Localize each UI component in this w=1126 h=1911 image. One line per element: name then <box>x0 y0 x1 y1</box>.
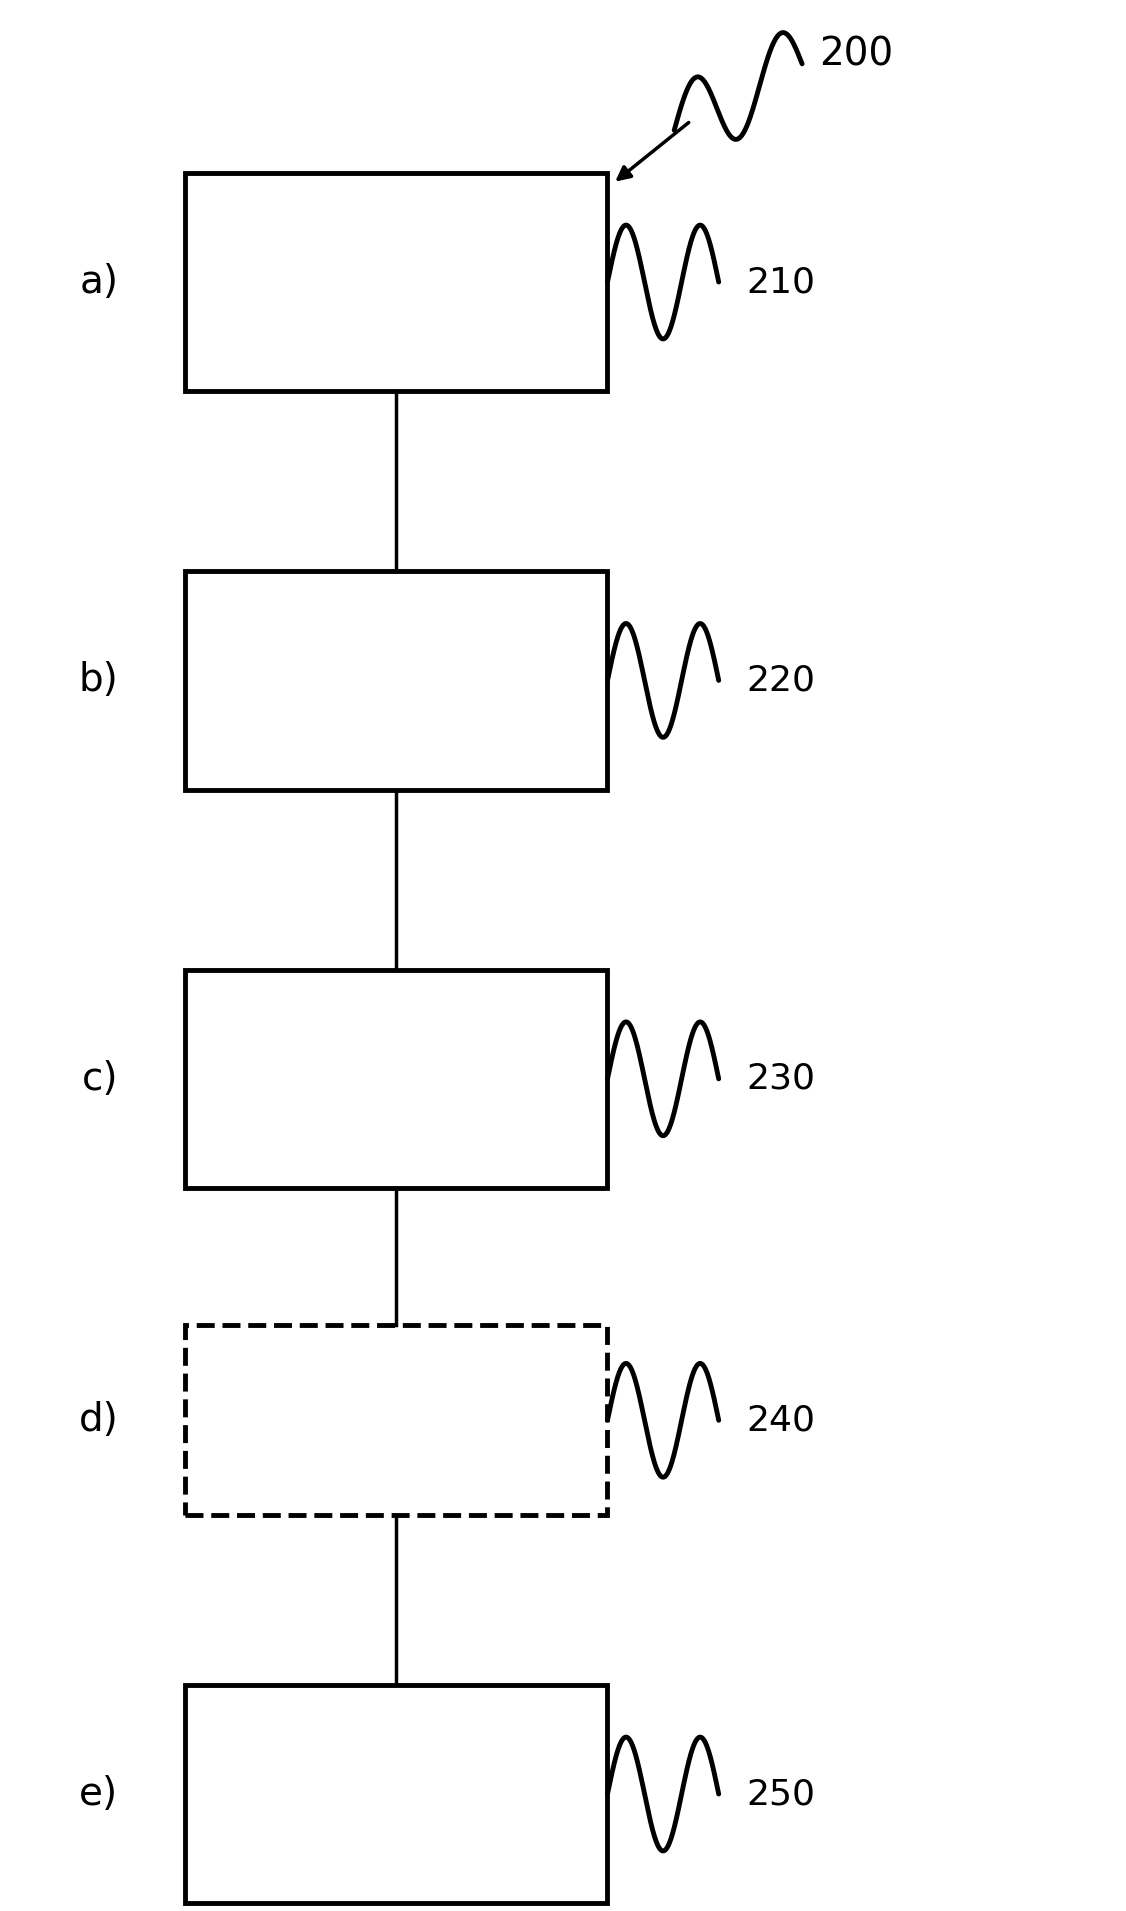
FancyBboxPatch shape <box>185 1326 608 1515</box>
Text: 250: 250 <box>747 1777 815 1812</box>
Text: d): d) <box>79 1401 118 1439</box>
Text: 230: 230 <box>747 1063 815 1095</box>
FancyBboxPatch shape <box>185 1686 608 1903</box>
FancyBboxPatch shape <box>185 969 608 1189</box>
FancyBboxPatch shape <box>185 571 608 789</box>
Text: 220: 220 <box>747 663 815 698</box>
Text: 240: 240 <box>747 1403 815 1437</box>
Text: c): c) <box>82 1061 118 1097</box>
Text: 200: 200 <box>819 36 893 73</box>
FancyBboxPatch shape <box>185 172 608 392</box>
Text: 210: 210 <box>747 266 815 298</box>
Text: a): a) <box>79 264 118 302</box>
Text: b): b) <box>79 661 118 699</box>
Text: e): e) <box>79 1775 118 1814</box>
